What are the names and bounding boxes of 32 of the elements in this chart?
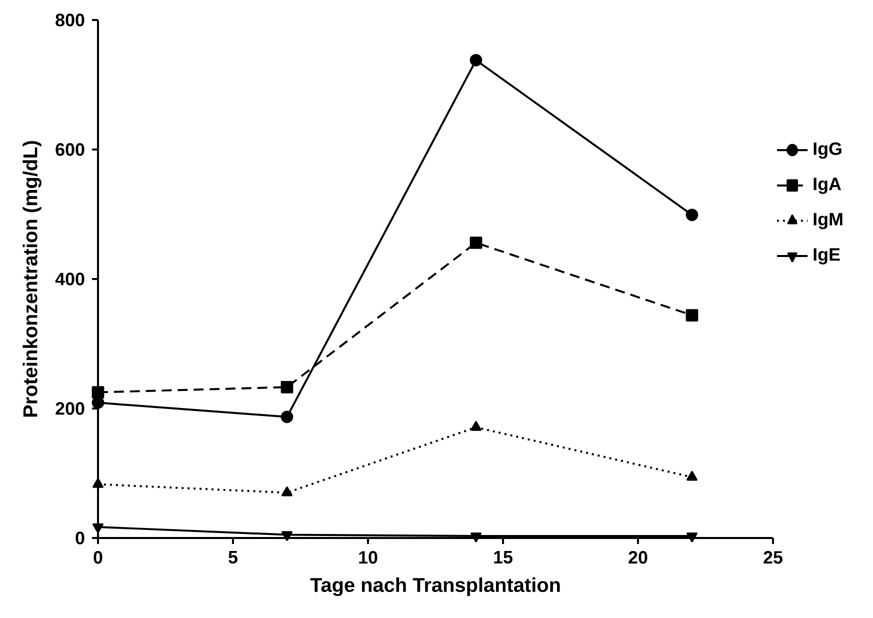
legend-label: IgE: [814, 248, 840, 264]
point: [280, 380, 294, 394]
x-axis-title: Tage nach Transplantation: [310, 577, 560, 596]
point: [470, 236, 482, 249]
point: [470, 54, 482, 66]
point: [470, 532, 482, 542]
point: [686, 532, 698, 542]
point: [92, 386, 104, 398]
legend-label: IgG: [814, 142, 842, 159]
y-tick-label: 800: [56, 14, 84, 26]
point: [470, 421, 482, 431]
point: [282, 486, 292, 496]
y-tick-label: 400: [55, 272, 84, 286]
point: [92, 478, 104, 488]
point: [686, 208, 698, 222]
point: [686, 470, 698, 481]
x-tick-label: 20: [628, 551, 648, 564]
x-tick-label: 5: [228, 551, 238, 564]
legend-label: IgA: [814, 178, 842, 194]
x-tick-label: 0: [94, 551, 102, 564]
y-tick-label: 0: [76, 532, 84, 544]
x-tick-label: 25: [764, 551, 782, 564]
y-tick-label: 600: [56, 143, 84, 156]
point: [282, 531, 292, 541]
x-tick-label: 15: [494, 551, 512, 564]
point: [92, 523, 104, 534]
y-axis-title: Proteinkonzentration (mg/dL): [22, 141, 42, 417]
point: [280, 410, 294, 424]
x-tick-label: 10: [359, 551, 378, 564]
point: [686, 309, 698, 322]
legend-label: IgM: [814, 213, 842, 230]
y-tick-label: 200: [56, 402, 84, 415]
